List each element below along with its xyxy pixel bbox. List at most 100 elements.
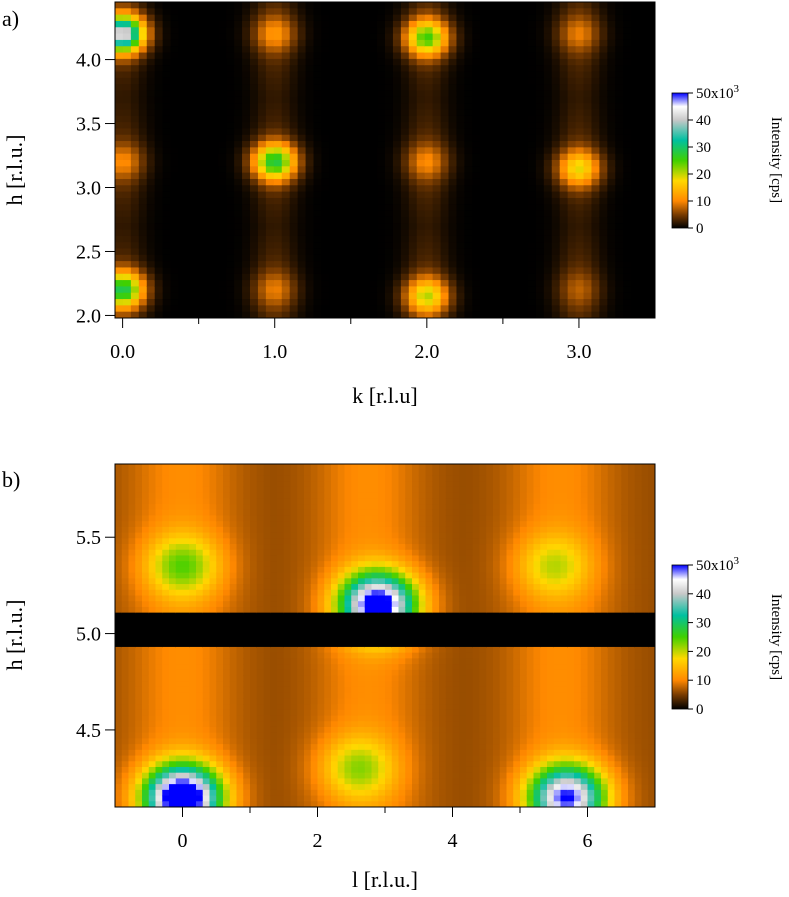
heatmap-cell — [182, 641, 190, 648]
heatmap-cell — [229, 761, 238, 768]
heatmap-cell — [175, 686, 184, 694]
heatmap-cell — [250, 464, 258, 471]
heatmap-cell — [162, 475, 170, 482]
heatmap-cell — [202, 784, 211, 791]
heatmap-cell — [337, 33, 346, 41]
heatmap-cell — [130, 273, 140, 281]
heatmap-cell — [196, 555, 204, 562]
heatmap-cell — [135, 726, 143, 734]
heatmap-cell — [551, 311, 561, 318]
heatmap-cell — [121, 509, 130, 517]
heatmap-cell — [146, 273, 156, 281]
heatmap-cell — [170, 197, 180, 205]
heatmap-cell — [257, 65, 267, 73]
heatmap-cell — [408, 109, 418, 117]
heatmap-cell — [559, 191, 569, 199]
heatmap-cell — [130, 20, 140, 28]
heatmap-cell — [631, 115, 640, 123]
heatmap-cell — [607, 305, 616, 313]
heatmap-cell — [377, 84, 386, 92]
heatmap-cell — [400, 20, 410, 28]
heatmap-cell — [392, 204, 402, 212]
heatmap-cell — [369, 90, 378, 98]
heatmap-cell — [210, 33, 219, 41]
heatmap-cell — [392, 185, 402, 193]
heatmap-cell — [385, 147, 394, 155]
heatmap-cell — [121, 698, 130, 705]
heatmap-cell — [189, 635, 197, 642]
heatmap-cell — [154, 134, 164, 142]
heatmap-cell — [142, 612, 150, 619]
heatmap-cell — [226, 65, 235, 73]
heatmap-cell — [178, 2, 188, 9]
heatmap-cell — [202, 738, 211, 745]
heatmap-cell — [337, 216, 346, 224]
heatmap-cell — [472, 103, 481, 111]
heatmap-cell — [242, 299, 251, 306]
heatmap-cell — [189, 549, 197, 557]
heatmap-cell — [178, 311, 188, 318]
heatmap-cell — [138, 204, 148, 212]
heatmap-cell — [196, 766, 204, 774]
heatmap-cell — [273, 248, 283, 256]
heatmap-cell — [209, 698, 217, 705]
heatmap-cell — [377, 46, 386, 54]
heatmap-cell — [229, 709, 238, 717]
heatmap-cell — [464, 261, 473, 269]
heatmap-cell — [527, 204, 537, 212]
heatmap-cell — [639, 52, 648, 60]
heatmap-cell — [496, 286, 505, 294]
heatmap-cell — [535, 109, 545, 117]
heatmap-cell — [313, 204, 323, 212]
heatmap-cell — [273, 160, 283, 167]
heatmap-cell — [639, 77, 648, 85]
heatmap-cell — [543, 242, 553, 250]
heatmap-cell — [639, 103, 648, 111]
heatmap-cell — [647, 122, 655, 129]
heatmap-cell — [591, 134, 601, 142]
heatmap-cell — [440, 134, 450, 142]
heatmap-cell — [392, 122, 402, 129]
heatmap-cell — [209, 692, 217, 699]
heatmap-cell — [256, 618, 265, 625]
heatmap-cell — [599, 27, 608, 35]
heatmap-cell — [456, 223, 466, 231]
heatmap-cell — [575, 27, 585, 35]
heatmap-cell — [623, 33, 632, 41]
heatmap-cell — [281, 141, 291, 148]
heatmap-cell — [155, 692, 163, 699]
heatmap-cell — [182, 618, 190, 625]
heatmap-cell — [639, 204, 648, 212]
heatmap-cell — [337, 71, 346, 79]
heatmap-cell — [169, 669, 177, 677]
heatmap-cell — [361, 141, 370, 148]
heatmap-cell — [148, 646, 157, 654]
heatmap-cell — [175, 761, 184, 768]
heatmap-cell — [234, 39, 243, 47]
heatmap-cell — [400, 216, 410, 224]
heatmap-cell — [480, 27, 489, 35]
heatmap-cell — [135, 629, 143, 637]
heatmap-cell — [559, 261, 569, 269]
heatmap-cell — [289, 160, 299, 167]
heatmap-cell — [155, 566, 163, 574]
heatmap-cell — [647, 84, 655, 92]
heatmap-cell — [122, 103, 132, 111]
heatmap-cell — [504, 261, 513, 269]
heatmap-cell — [408, 242, 418, 250]
heatmap-cell — [162, 624, 170, 631]
heatmap-cell — [337, 8, 346, 16]
heatmap-cell — [329, 235, 338, 243]
heatmap-cell — [623, 280, 632, 287]
heatmap-cell — [194, 254, 203, 262]
heatmap-cell — [559, 292, 569, 300]
heatmap-cell — [154, 77, 164, 85]
heatmap-cell — [639, 20, 648, 28]
heatmap-cell — [424, 210, 434, 218]
heatmap-cell — [218, 115, 227, 123]
heatmap-cell — [236, 509, 244, 517]
heatmap-cell — [216, 618, 224, 625]
heatmap-cell — [236, 772, 244, 780]
heatmap-cell — [385, 20, 394, 28]
